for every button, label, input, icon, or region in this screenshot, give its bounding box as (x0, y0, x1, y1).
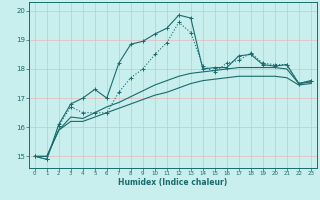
X-axis label: Humidex (Indice chaleur): Humidex (Indice chaleur) (118, 178, 228, 187)
